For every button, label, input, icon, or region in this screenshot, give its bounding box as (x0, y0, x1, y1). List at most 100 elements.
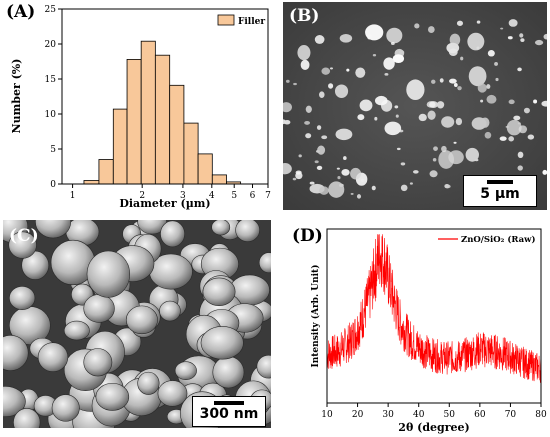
histogram-bar (197, 153, 213, 185)
sem-particle (319, 186, 329, 195)
sem-nanoparticle (3, 386, 26, 418)
sem-particle (508, 136, 515, 142)
sem-particle (543, 33, 547, 40)
sem-particle (441, 145, 447, 153)
histogram-legend: Filler (217, 14, 265, 27)
sem-particle (427, 110, 436, 120)
sem-particle (356, 194, 362, 199)
sem-particle (314, 160, 319, 164)
sem-nanoparticle (51, 394, 80, 422)
sem-particle (495, 77, 499, 82)
histogram-axes-frame (61, 8, 269, 185)
sem-particle (477, 83, 487, 93)
panel-a-letter: (A) (6, 2, 36, 22)
sem-particle (520, 38, 525, 42)
sem-particle (449, 78, 457, 84)
y-tick-label: 10 (45, 110, 57, 120)
sem-particle (357, 114, 365, 121)
sem-particle (465, 147, 479, 162)
sem-nanoparticle (3, 334, 29, 371)
sem-particle (455, 117, 463, 126)
sem-nanoparticle (8, 231, 37, 259)
xrd-axes-frame (326, 228, 542, 404)
histogram-bar (83, 180, 100, 185)
histogram-chart: 1 2 3 4 5 6 7 0 5 10 15 20 25 Filler Diameter (µm) N… (10, 5, 271, 210)
sem-particle (355, 67, 366, 78)
sem-particle (384, 121, 402, 136)
sem-particle (505, 125, 509, 128)
sem-nanoparticle (211, 220, 231, 236)
sem-particle (507, 36, 513, 40)
sem-particle (476, 20, 481, 24)
x-tick-label: 6 (250, 191, 256, 201)
histogram-bar (183, 122, 199, 185)
sem-particle (517, 122, 521, 125)
sem-particle (506, 119, 522, 136)
sem-nanoparticle (258, 252, 271, 274)
sem-particle (542, 169, 547, 175)
sem-particle (365, 24, 384, 41)
sem-particle (339, 33, 353, 43)
sem-particle (494, 61, 498, 66)
sem-particle (534, 39, 544, 46)
sem-particle (321, 67, 331, 75)
sem-particle (444, 184, 451, 189)
sem-particle (484, 131, 492, 139)
sem-particle (392, 54, 405, 64)
sem-particle (438, 150, 455, 169)
sem-nanoparticle (95, 382, 130, 411)
sem-nanoparticle (235, 220, 260, 242)
sem-particle (517, 165, 523, 171)
y-tick-label: 15 (45, 75, 57, 85)
sem-particle (427, 26, 435, 33)
sem-particle (518, 125, 528, 134)
sem-nanoparticle (35, 220, 72, 239)
sem-particle (460, 56, 464, 61)
sem-nanoparticle (160, 220, 185, 248)
x-tick-label: 30 (382, 410, 394, 420)
sem-particle (448, 48, 458, 56)
sem-particle (457, 86, 462, 91)
sem-particle (394, 105, 399, 109)
sem-particle (453, 82, 458, 88)
sem-particle (500, 27, 504, 30)
sem-nanoparticle (86, 250, 131, 298)
sem-nanoparticle (157, 380, 188, 407)
sem-particle (283, 102, 292, 113)
legend-label: Filler (238, 17, 265, 27)
sem-nanoparticle (83, 294, 115, 323)
sem-particle (298, 154, 302, 158)
scale-bar-line (487, 180, 513, 184)
sem-nanoparticle (37, 342, 69, 373)
sem-particle (293, 82, 297, 86)
sem-particle (412, 170, 419, 174)
sem-particle (304, 120, 311, 125)
xrd-legend: ZnO/SiO₂ (Raw) (438, 234, 535, 245)
xrd-chart: 10 20 30 40 50 60 70 80 ZnO/SiO₂ (Raw) 2θ (degr… (310, 228, 547, 434)
sem-particle (283, 163, 292, 175)
sem-particle (456, 20, 464, 26)
sem-particle (487, 49, 495, 57)
sem-particle (374, 116, 378, 121)
histogram-bar (98, 159, 114, 185)
panel-b-letter: (B) (289, 6, 320, 26)
x-axis-label: Diameter (µm) (119, 197, 210, 210)
sem-nanoparticle (256, 354, 271, 379)
sem-nanoparticle (9, 285, 36, 310)
sem-particle (337, 176, 341, 180)
sem-particle (433, 146, 438, 151)
sem-particle (300, 59, 310, 70)
sem-particle (432, 158, 437, 162)
x-tick-label: 4 (209, 191, 215, 201)
x-tick-label: 7 (265, 191, 271, 201)
histogram-bar (169, 84, 185, 185)
sem-particle (386, 27, 403, 44)
sem-particle (383, 57, 395, 70)
sem-nanoparticle (202, 277, 236, 306)
sem-particle (519, 33, 524, 38)
sem-particle (360, 178, 365, 183)
sem-nanoparticle (13, 408, 41, 428)
x-tick-label: 80 (535, 410, 547, 420)
sem-particle (527, 134, 535, 140)
sem-particle (449, 33, 461, 46)
